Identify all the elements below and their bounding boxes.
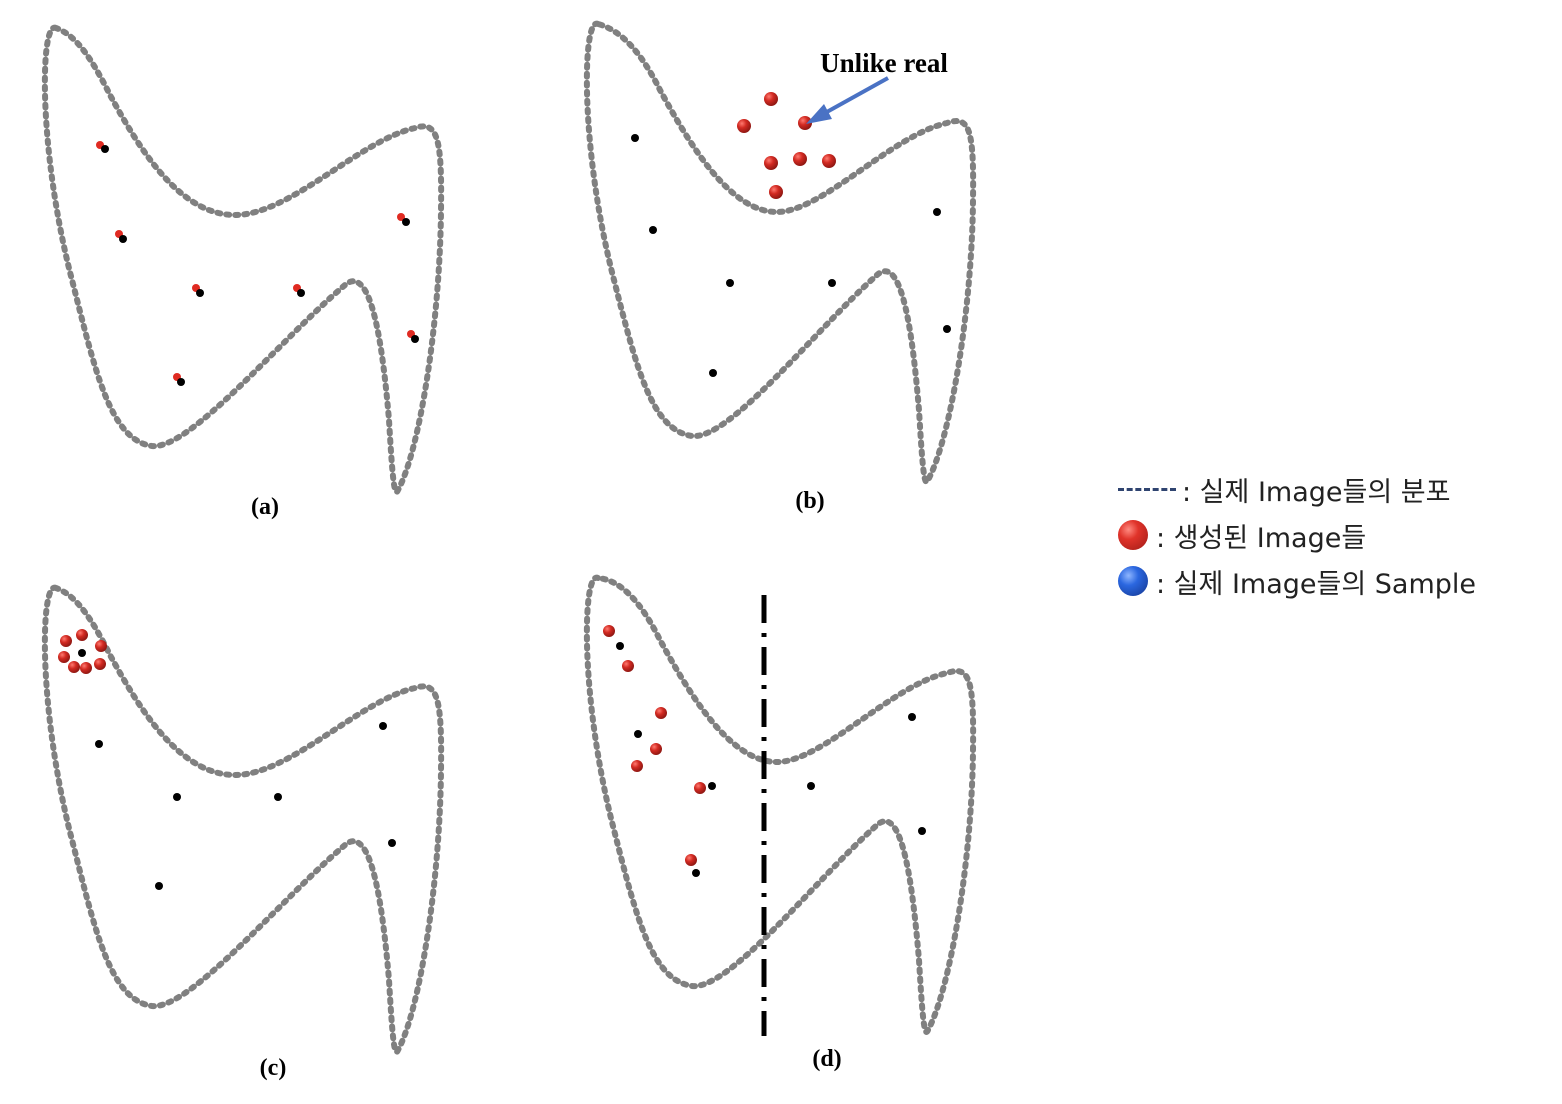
generated-point (397, 213, 405, 221)
generated-point (631, 760, 643, 772)
generated-point (94, 658, 106, 670)
panel-label-a: (a) (251, 494, 279, 520)
real-sample-point (828, 279, 836, 287)
generated-point (650, 743, 662, 755)
generated-point (60, 635, 72, 647)
panel-label-b: (b) (795, 488, 824, 514)
real-sample-point (173, 793, 181, 801)
legend-label-distribution: : 실제 Image들의 분포 (1182, 476, 1451, 508)
real-sample-point (402, 218, 410, 226)
real-sample-point (807, 782, 815, 790)
real-sample-point (196, 289, 204, 297)
blue-ball-icon (1118, 566, 1148, 596)
legend-item-distribution: : 실제 Image들의 분포 (1118, 466, 1558, 512)
real-sample-point (908, 713, 916, 721)
unlike-real-annotation: Unlike real (820, 48, 948, 78)
generated-point (622, 660, 634, 672)
dashed-line-icon (1118, 487, 1176, 491)
real-sample-point (709, 369, 717, 377)
red-ball-icon (1118, 520, 1148, 550)
real-sample-point (616, 642, 624, 650)
generated-point (68, 661, 80, 673)
real-distribution-boundary (583, 574, 977, 1035)
real-sample-point (726, 279, 734, 287)
real-sample-point (918, 827, 926, 835)
legend-label-generated: : 생성된 Image들 (1156, 522, 1367, 554)
generated-point (685, 854, 697, 866)
generated-point (798, 116, 812, 130)
annotation-arrow-head (806, 104, 832, 124)
generated-point (793, 152, 807, 166)
real-sample-point (649, 226, 657, 234)
panel-c: (c) (41, 584, 445, 1081)
legend-label-sample: : 실제 Image들의 Sample (1156, 568, 1477, 600)
generated-point (655, 707, 667, 719)
real-sample-point (78, 649, 86, 657)
real-sample-point (933, 208, 941, 216)
real-sample-point (631, 134, 639, 142)
legend-item-generated: : 생성된 Image들 (1118, 512, 1558, 558)
generated-point (737, 119, 751, 133)
generated-point (95, 640, 107, 652)
generated-point (822, 154, 836, 168)
real-sample-point (388, 839, 396, 847)
real-sample-point (379, 722, 387, 730)
real-sample-point (155, 882, 163, 890)
panel-b: Unlike real (b) (583, 20, 977, 514)
generated-point (769, 185, 783, 199)
generated-point (603, 625, 615, 637)
generated-point (694, 782, 706, 794)
real-sample-point (708, 782, 716, 790)
panel-a: (a) (41, 24, 445, 520)
real-sample-point (692, 869, 700, 877)
panel-label-d: (d) (812, 1046, 841, 1072)
generated-point (764, 156, 778, 170)
real-distribution-boundary (41, 584, 445, 1055)
annotation-arrow-shaft (824, 76, 889, 115)
real-sample-point (95, 740, 103, 748)
generated-point (80, 662, 92, 674)
real-sample-point (411, 335, 419, 343)
real-distribution-boundary (41, 24, 445, 495)
panel-d: (d) (583, 574, 977, 1072)
real-sample-point (943, 325, 951, 333)
real-sample-point (119, 235, 127, 243)
real-sample-point (274, 793, 282, 801)
legend: : 실제 Image들의 분포 : 생성된 Image들 : 실제 Image들… (1118, 466, 1558, 604)
real-sample-point (177, 378, 185, 386)
real-distribution-boundary (583, 20, 977, 485)
panel-label-c: (c) (260, 1055, 287, 1081)
real-sample-point (297, 289, 305, 297)
generated-point (764, 92, 778, 106)
real-sample-point (101, 145, 109, 153)
generated-point (58, 651, 70, 663)
legend-item-sample: : 실제 Image들의 Sample (1118, 558, 1558, 604)
real-sample-point (634, 730, 642, 738)
generated-point (76, 629, 88, 641)
